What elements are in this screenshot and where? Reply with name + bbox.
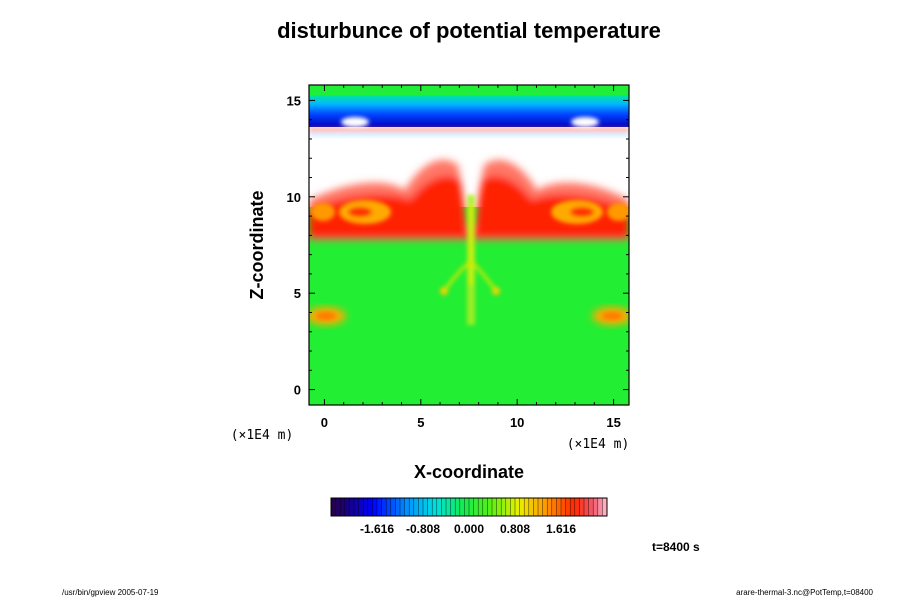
colorbar-cell bbox=[478, 498, 484, 516]
colorbar-tick-label: 1.616 bbox=[546, 522, 576, 536]
colorbar-cell bbox=[381, 498, 387, 516]
colorbar-cell bbox=[561, 498, 566, 516]
colorbar-cell bbox=[515, 498, 520, 516]
y-tick-label: 0 bbox=[294, 383, 301, 398]
colorbar-cell bbox=[427, 498, 433, 516]
chart-title: disturbunce of potential temperature bbox=[277, 18, 661, 43]
x-axis-title: X-coordinate bbox=[414, 462, 524, 482]
colorbar-cell bbox=[602, 498, 608, 516]
x-axis-ticks: 0 5 10 15 bbox=[321, 85, 621, 430]
x-tick-label: 10 bbox=[510, 415, 524, 430]
colorbar-cell bbox=[409, 498, 415, 516]
colorbar-tick-label: 0.000 bbox=[454, 522, 484, 536]
colorbar-cell bbox=[501, 498, 507, 516]
colorbar-cell bbox=[542, 498, 548, 516]
colorbar-cell bbox=[363, 498, 369, 516]
colorbar-tick-label: 0.808 bbox=[500, 522, 530, 536]
colorbar-cell bbox=[404, 498, 410, 516]
colorbar-cell bbox=[441, 498, 447, 516]
x-axis-unit-left: (×1E4 m) bbox=[231, 428, 294, 443]
colorbar-cell bbox=[395, 498, 401, 516]
colorbar-cell bbox=[533, 498, 539, 516]
colorbar: -1.616 -0.808 0.000 0.808 1.616 bbox=[330, 497, 608, 536]
colorbar-cell bbox=[487, 498, 493, 516]
colorbar-cell bbox=[579, 498, 585, 516]
x-tick-label: 5 bbox=[417, 415, 424, 430]
plot-frame bbox=[308, 84, 630, 406]
colorbar-cell bbox=[528, 498, 534, 516]
colorbar-cell bbox=[482, 498, 488, 516]
colorbar-cell bbox=[574, 498, 580, 516]
x-tick-label: 0 bbox=[321, 415, 328, 430]
colorbar-tick-labels: -1.616 -0.808 0.000 0.808 1.616 bbox=[360, 522, 576, 536]
colorbar-cell bbox=[418, 498, 424, 516]
colorbar-cell bbox=[390, 498, 396, 516]
colorbar-cell bbox=[547, 498, 553, 516]
y-tick-label: 15 bbox=[287, 93, 301, 108]
colorbar-cell bbox=[436, 498, 442, 516]
colorbar-cell bbox=[538, 498, 543, 516]
colorbar-cell bbox=[413, 498, 419, 516]
x-tick-label: 15 bbox=[606, 415, 620, 430]
colorbar-cell bbox=[446, 498, 451, 516]
colorbar-cell bbox=[377, 498, 382, 516]
colorbar-cell bbox=[565, 498, 571, 516]
colorbar-cell bbox=[464, 498, 470, 516]
y-tick-label: 10 bbox=[287, 190, 301, 205]
colorbar-cells bbox=[330, 498, 608, 516]
colorbar-cell bbox=[455, 498, 461, 516]
colorbar-cell bbox=[469, 498, 474, 516]
colorbar-cell bbox=[588, 498, 594, 516]
colorbar-cell bbox=[524, 498, 530, 516]
colorbar-cell bbox=[340, 498, 346, 516]
colorbar-cell bbox=[551, 498, 557, 516]
colorbar-cell bbox=[584, 498, 589, 516]
colorbar-cell bbox=[400, 498, 405, 516]
field-structures bbox=[309, 85, 629, 325]
colorbar-tick-label: -0.808 bbox=[406, 522, 440, 536]
colorbar-cell bbox=[519, 498, 525, 516]
colorbar-cell bbox=[459, 498, 465, 516]
plot-area: 0 5 10 15 0 5 10 15 bbox=[287, 84, 630, 430]
colorbar-cell bbox=[331, 498, 336, 516]
colorbar-frame bbox=[330, 497, 608, 517]
colorbar-cell bbox=[492, 498, 497, 516]
colorbar-cell bbox=[450, 498, 456, 516]
colorbar-cell bbox=[505, 498, 511, 516]
colorbar-cell bbox=[349, 498, 355, 516]
y-axis-title: Z-coordinate bbox=[247, 190, 267, 299]
colorbar-cell bbox=[386, 498, 392, 516]
colorbar-cell bbox=[432, 498, 438, 516]
colorbar-cell bbox=[344, 498, 350, 516]
colorbar-cell bbox=[496, 498, 502, 516]
colorbar-cell bbox=[335, 498, 341, 516]
colorbar-cell bbox=[367, 498, 373, 516]
colorbar-cell bbox=[423, 498, 428, 516]
colorbar-cell bbox=[473, 498, 479, 516]
colorbar-cell bbox=[510, 498, 516, 516]
colorbar-cell bbox=[556, 498, 562, 516]
colorbar-cell bbox=[597, 498, 603, 516]
colorbar-tick-label: -1.616 bbox=[360, 522, 394, 536]
footer-right: arare-thermal-3.nc@PotTemp,t=08400 bbox=[736, 588, 873, 597]
y-axis-ticks: 0 5 10 15 bbox=[287, 93, 629, 398]
colorbar-cell bbox=[354, 498, 359, 516]
colorbar-cell bbox=[358, 498, 364, 516]
footer-left: /usr/bin/gpview 2005-07-19 bbox=[62, 588, 159, 597]
x-axis-unit-right: (×1E4 m) bbox=[567, 437, 630, 452]
colorbar-cell bbox=[570, 498, 576, 516]
time-label: t=8400 s bbox=[652, 540, 700, 554]
colorbar-cell bbox=[372, 498, 378, 516]
y-tick-label: 5 bbox=[294, 286, 301, 301]
colorbar-cell bbox=[593, 498, 599, 516]
